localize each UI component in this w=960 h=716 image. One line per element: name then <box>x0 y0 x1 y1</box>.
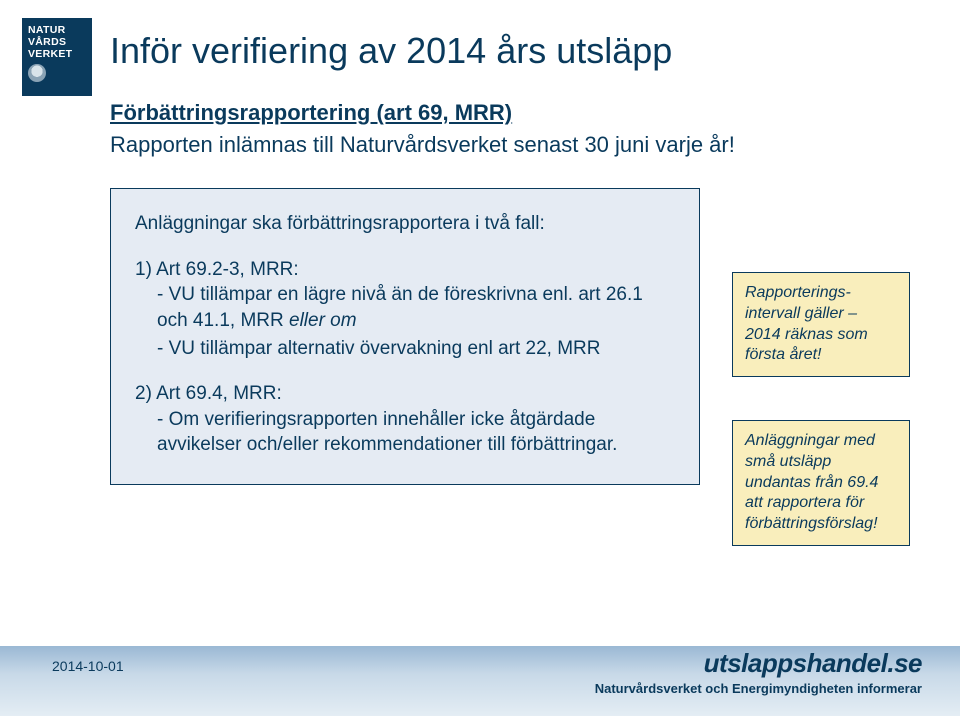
slide-subtitle: Förbättringsrapportering (art 69, MRR) <box>110 100 920 126</box>
box-lead: Anläggningar ska förbättringsrapportera … <box>135 211 675 237</box>
info-box: Anläggningar ska förbättringsrapportera … <box>110 188 700 485</box>
naturvardsverket-logo: NATUR VÅRDS VERKET <box>22 18 92 96</box>
logo-line3: VERKET <box>28 48 86 60</box>
box-item-2-head: 2) Art 69.4, MRR: <box>135 381 675 407</box>
box-item-1-sub-2: - VU tillämpar alternativ övervakning en… <box>157 336 675 362</box>
box-item-1-sub-1: - VU tillämpar en lägre nivå än de föres… <box>157 282 675 333</box>
footer-brand: utslappshandel.se Naturvårdsverket och E… <box>595 648 922 696</box>
callout-note-2: Anläggningar med små utsläpp undantas fr… <box>732 420 910 546</box>
box-item-1-head: 1) Art 69.2-3, MRR: <box>135 257 675 283</box>
slide-title: Inför verifiering av 2014 års utsläpp <box>110 30 920 72</box>
slide-intro: Rapporten inlämnas till Naturvårdsverket… <box>110 132 920 158</box>
box-item-1-sublist: - VU tillämpar en lägre nivå än de föres… <box>157 282 675 361</box>
box-item-2-sub: - Om verifieringsrapporten innehåller ic… <box>157 407 675 458</box>
callout-note-1: Rapporterings-intervall gäller – 2014 rä… <box>732 272 910 377</box>
slide-date: 2014-10-01 <box>52 658 124 674</box>
box-item-2: 2) Art 69.4, MRR: - Om verifieringsrappo… <box>135 381 675 458</box>
footer-brand-name: utslappshandel.se <box>595 648 922 679</box>
footer-brand-text: utslappshandel.se <box>704 648 922 678</box>
logo-line1: NATUR <box>28 24 86 36</box>
footer-brand-sub: Naturvårdsverket och Energimyndigheten i… <box>595 681 922 696</box>
logo-emblem-icon <box>28 64 46 82</box>
slide-content: Inför verifiering av 2014 års utsläpp Fö… <box>110 30 920 485</box>
box-item-1: 1) Art 69.2-3, MRR: - VU tillämpar en lä… <box>135 257 675 362</box>
box-item-1-sub-1b: eller om <box>289 310 357 331</box>
box-item-1-sub-1a: - VU tillämpar en lägre nivå än de föres… <box>157 284 643 331</box>
logo-line2: VÅRDS <box>28 36 86 48</box>
